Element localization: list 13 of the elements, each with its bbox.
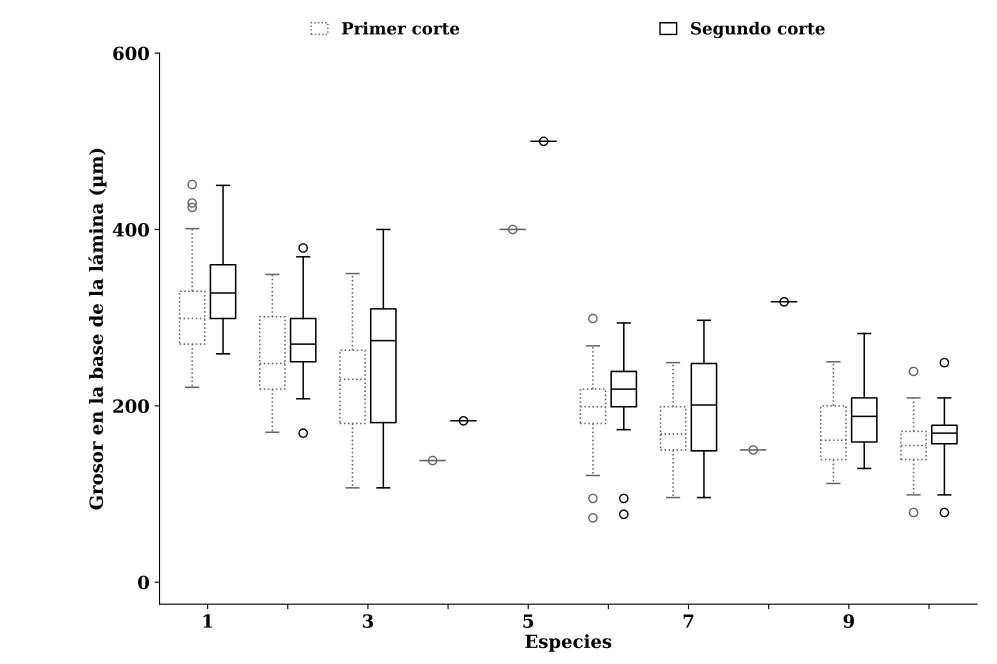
x-tick-label: 9 — [844, 614, 854, 628]
x-tick-label: 5 — [523, 614, 534, 628]
x-axis-title: Especies — [525, 634, 612, 652]
y-tick-label: 200 — [113, 399, 149, 413]
y-axis-title: Grosor en la base de la lámina (µm) — [88, 148, 107, 510]
y-tick-label: 400 — [112, 222, 149, 237]
x-tick-label: 3 — [362, 614, 374, 628]
y-tick-label: 600 — [113, 46, 149, 60]
y-tick-label: 0 — [138, 576, 149, 590]
x-tick-label: 1 — [204, 614, 212, 628]
x-tick-label: 7 — [684, 614, 694, 628]
legend-label: Segundo corte — [691, 22, 825, 38]
legend-label: Primer corte — [342, 22, 460, 35]
